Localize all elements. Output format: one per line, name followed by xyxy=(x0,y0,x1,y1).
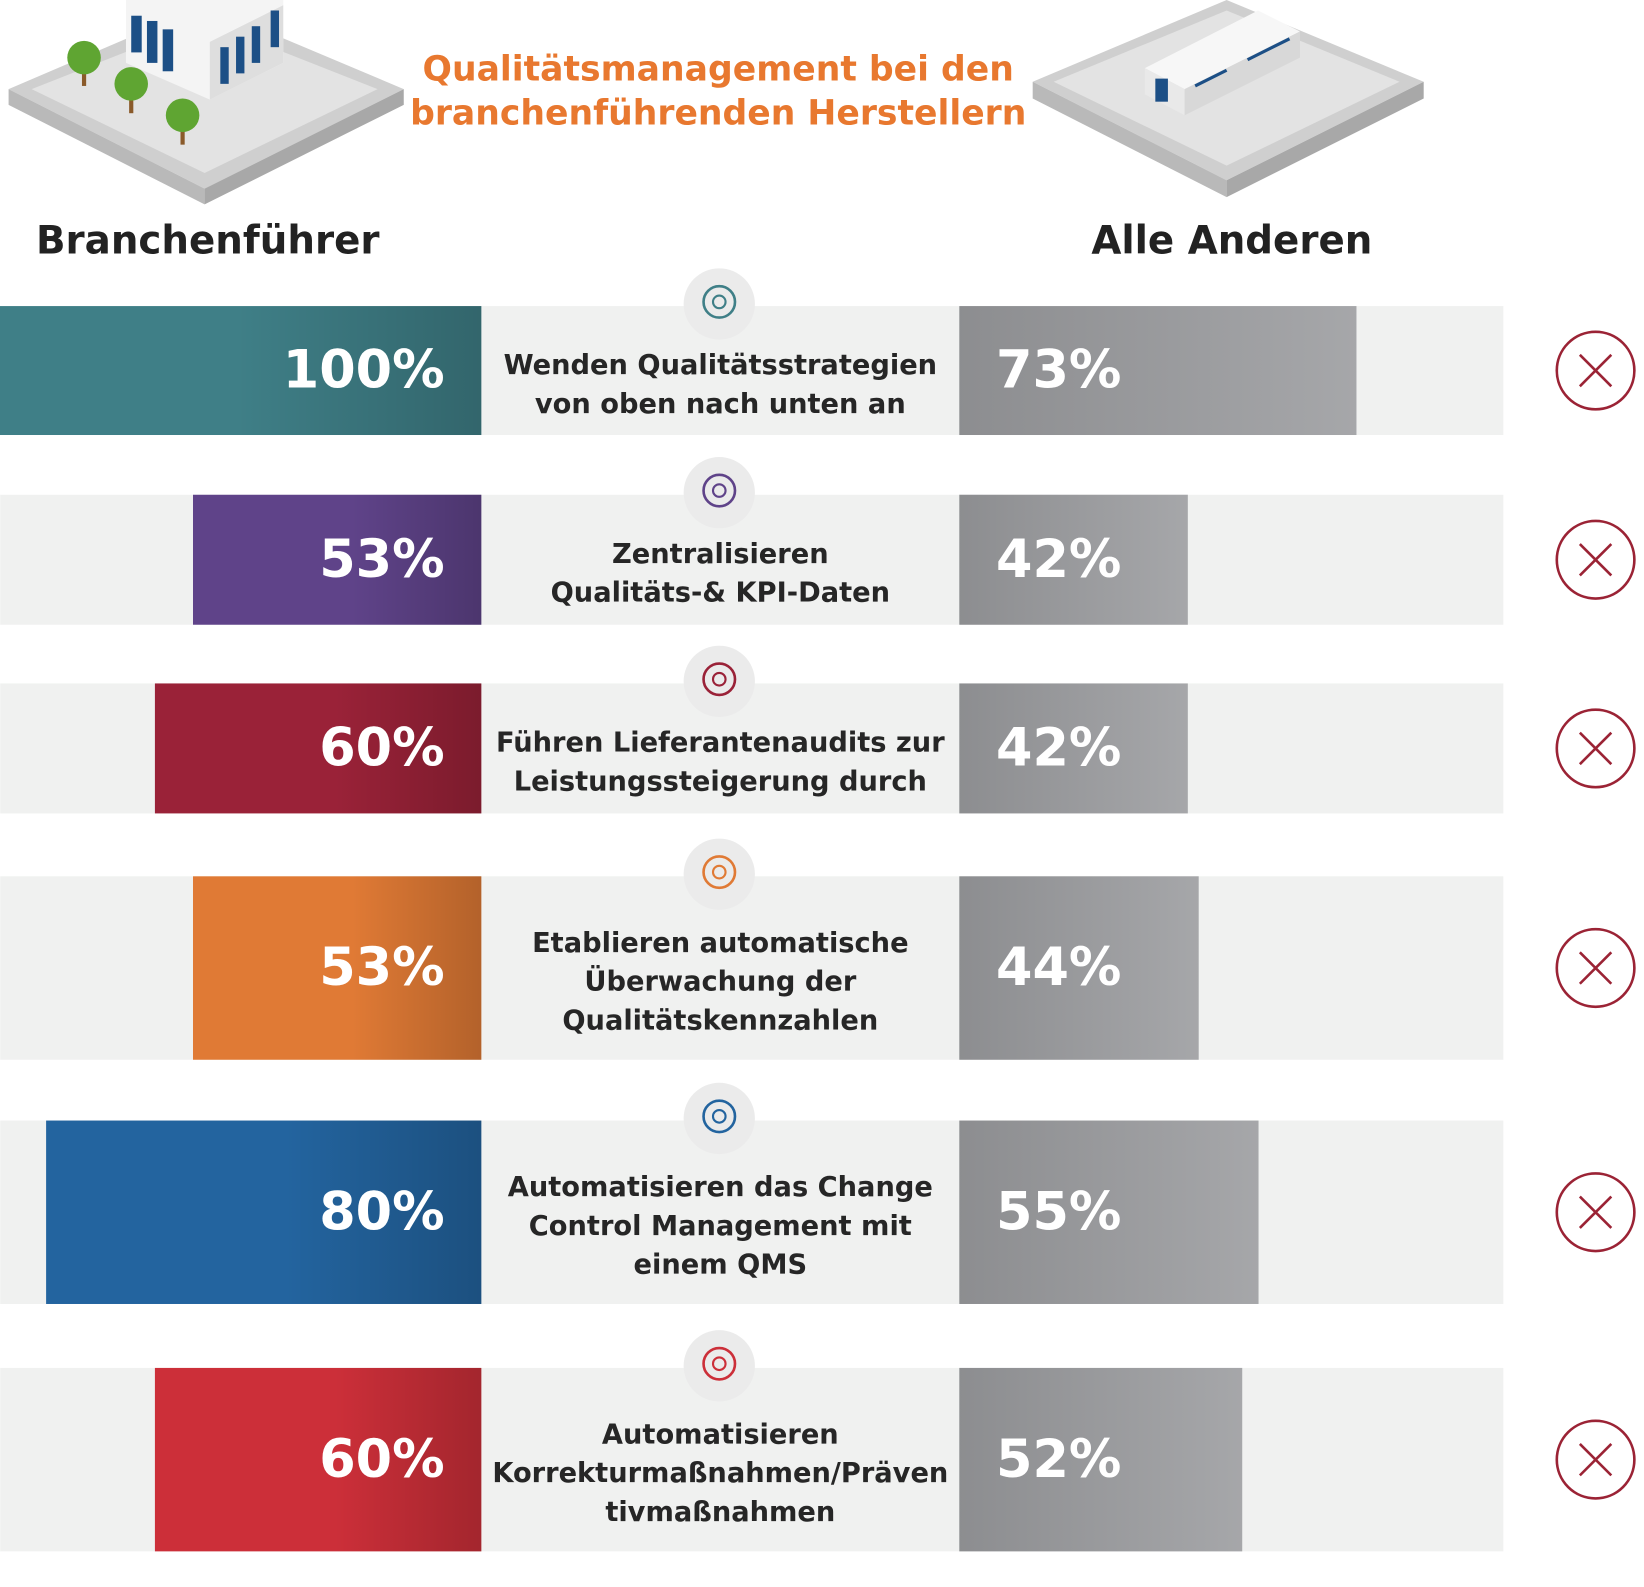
value-label: 73% xyxy=(996,340,1121,401)
value-label: 52% xyxy=(996,1429,1121,1490)
status-icon xyxy=(1555,330,1636,411)
category-box: Automatisieren Korrekturmaßnahmen/Präven… xyxy=(492,1419,949,1529)
category-label: Wenden Qualitätsstrategien von oben nach… xyxy=(503,349,938,420)
icon xyxy=(702,1346,737,1381)
value-label: 60% xyxy=(319,1429,444,1490)
value-label: 55% xyxy=(996,1181,1121,1242)
bar-shade xyxy=(959,494,1188,625)
status-icon xyxy=(1555,708,1636,789)
status-icon xyxy=(1578,353,1613,388)
status-icon xyxy=(1578,1442,1613,1477)
series-header: Alle Anderen xyxy=(1091,219,1372,264)
value-label: 60% xyxy=(319,718,444,779)
icon-badge xyxy=(683,645,755,717)
chart-title: Qualitätsmanagement bei den branchenführ… xyxy=(410,48,1027,134)
category-label: Etablieren automatische Überwachung der … xyxy=(532,927,909,1037)
value-label: 100% xyxy=(283,340,445,401)
icon xyxy=(711,864,727,880)
bar-shade xyxy=(154,1367,482,1552)
category-box: Automatisieren das Change Control Manage… xyxy=(507,1171,933,1281)
status-icon xyxy=(1555,519,1636,600)
category-box: Führen Lieferantenaudits zur Leistungsst… xyxy=(495,727,945,798)
bar-shade xyxy=(959,1120,1259,1304)
value-label: 53% xyxy=(319,937,444,998)
icon xyxy=(711,483,727,498)
bar-shade xyxy=(154,683,482,814)
value-label: 80% xyxy=(319,1181,444,1242)
value-label: 42% xyxy=(996,718,1121,779)
bar-shade xyxy=(959,876,1199,1060)
title-box: Qualitätsmanagement bei den branchenführ… xyxy=(410,48,1027,134)
warehouse-illustration xyxy=(1032,0,1424,198)
bar-shade xyxy=(192,876,482,1060)
category-label: Automatisieren Korrekturmaßnahmen/Präven… xyxy=(492,1419,949,1529)
icon xyxy=(702,855,737,890)
bar-shade xyxy=(959,683,1188,814)
category-box: Etablieren automatische Überwachung der … xyxy=(532,927,909,1037)
category-label: Zentralisieren Qualitäts-& KPI-Daten xyxy=(550,538,891,610)
bar-shade xyxy=(959,1367,1243,1552)
icon xyxy=(702,662,737,697)
icon-badge xyxy=(683,838,755,910)
icon xyxy=(702,284,737,319)
icon xyxy=(711,294,727,310)
icon-badge xyxy=(683,1330,755,1402)
bar-shade xyxy=(192,494,482,625)
value-label: 44% xyxy=(996,937,1121,998)
status-icon xyxy=(1578,951,1613,985)
status-icon xyxy=(1555,1172,1636,1253)
value-label: 53% xyxy=(319,529,444,590)
icon xyxy=(711,671,727,687)
icon-badge xyxy=(683,1082,755,1155)
category-label: Führen Lieferantenaudits zur Leistungsst… xyxy=(495,727,945,798)
category-box: Wenden Qualitätsstrategien von oben nach… xyxy=(503,349,938,420)
category-box: Zentralisieren Qualitäts-& KPI-Daten xyxy=(550,538,891,610)
status-icon xyxy=(1555,1419,1636,1500)
icon xyxy=(702,1099,737,1134)
status-icon xyxy=(1555,927,1636,1009)
bar-shade xyxy=(46,1120,482,1304)
value-label: 42% xyxy=(996,529,1121,590)
icon xyxy=(711,1356,727,1372)
status-icon xyxy=(1578,731,1613,766)
icon-badge xyxy=(683,268,755,340)
series-header: Branchenführer xyxy=(36,219,379,264)
status-icon xyxy=(1578,1195,1613,1229)
status-icon xyxy=(1578,543,1613,577)
icon xyxy=(711,1109,727,1124)
bar-shade xyxy=(0,306,482,436)
category-label: Automatisieren das Change Control Manage… xyxy=(507,1171,933,1281)
icon xyxy=(702,473,737,508)
factory-illustration xyxy=(8,0,404,205)
icon-badge xyxy=(683,457,755,529)
bar-shade xyxy=(959,306,1357,436)
